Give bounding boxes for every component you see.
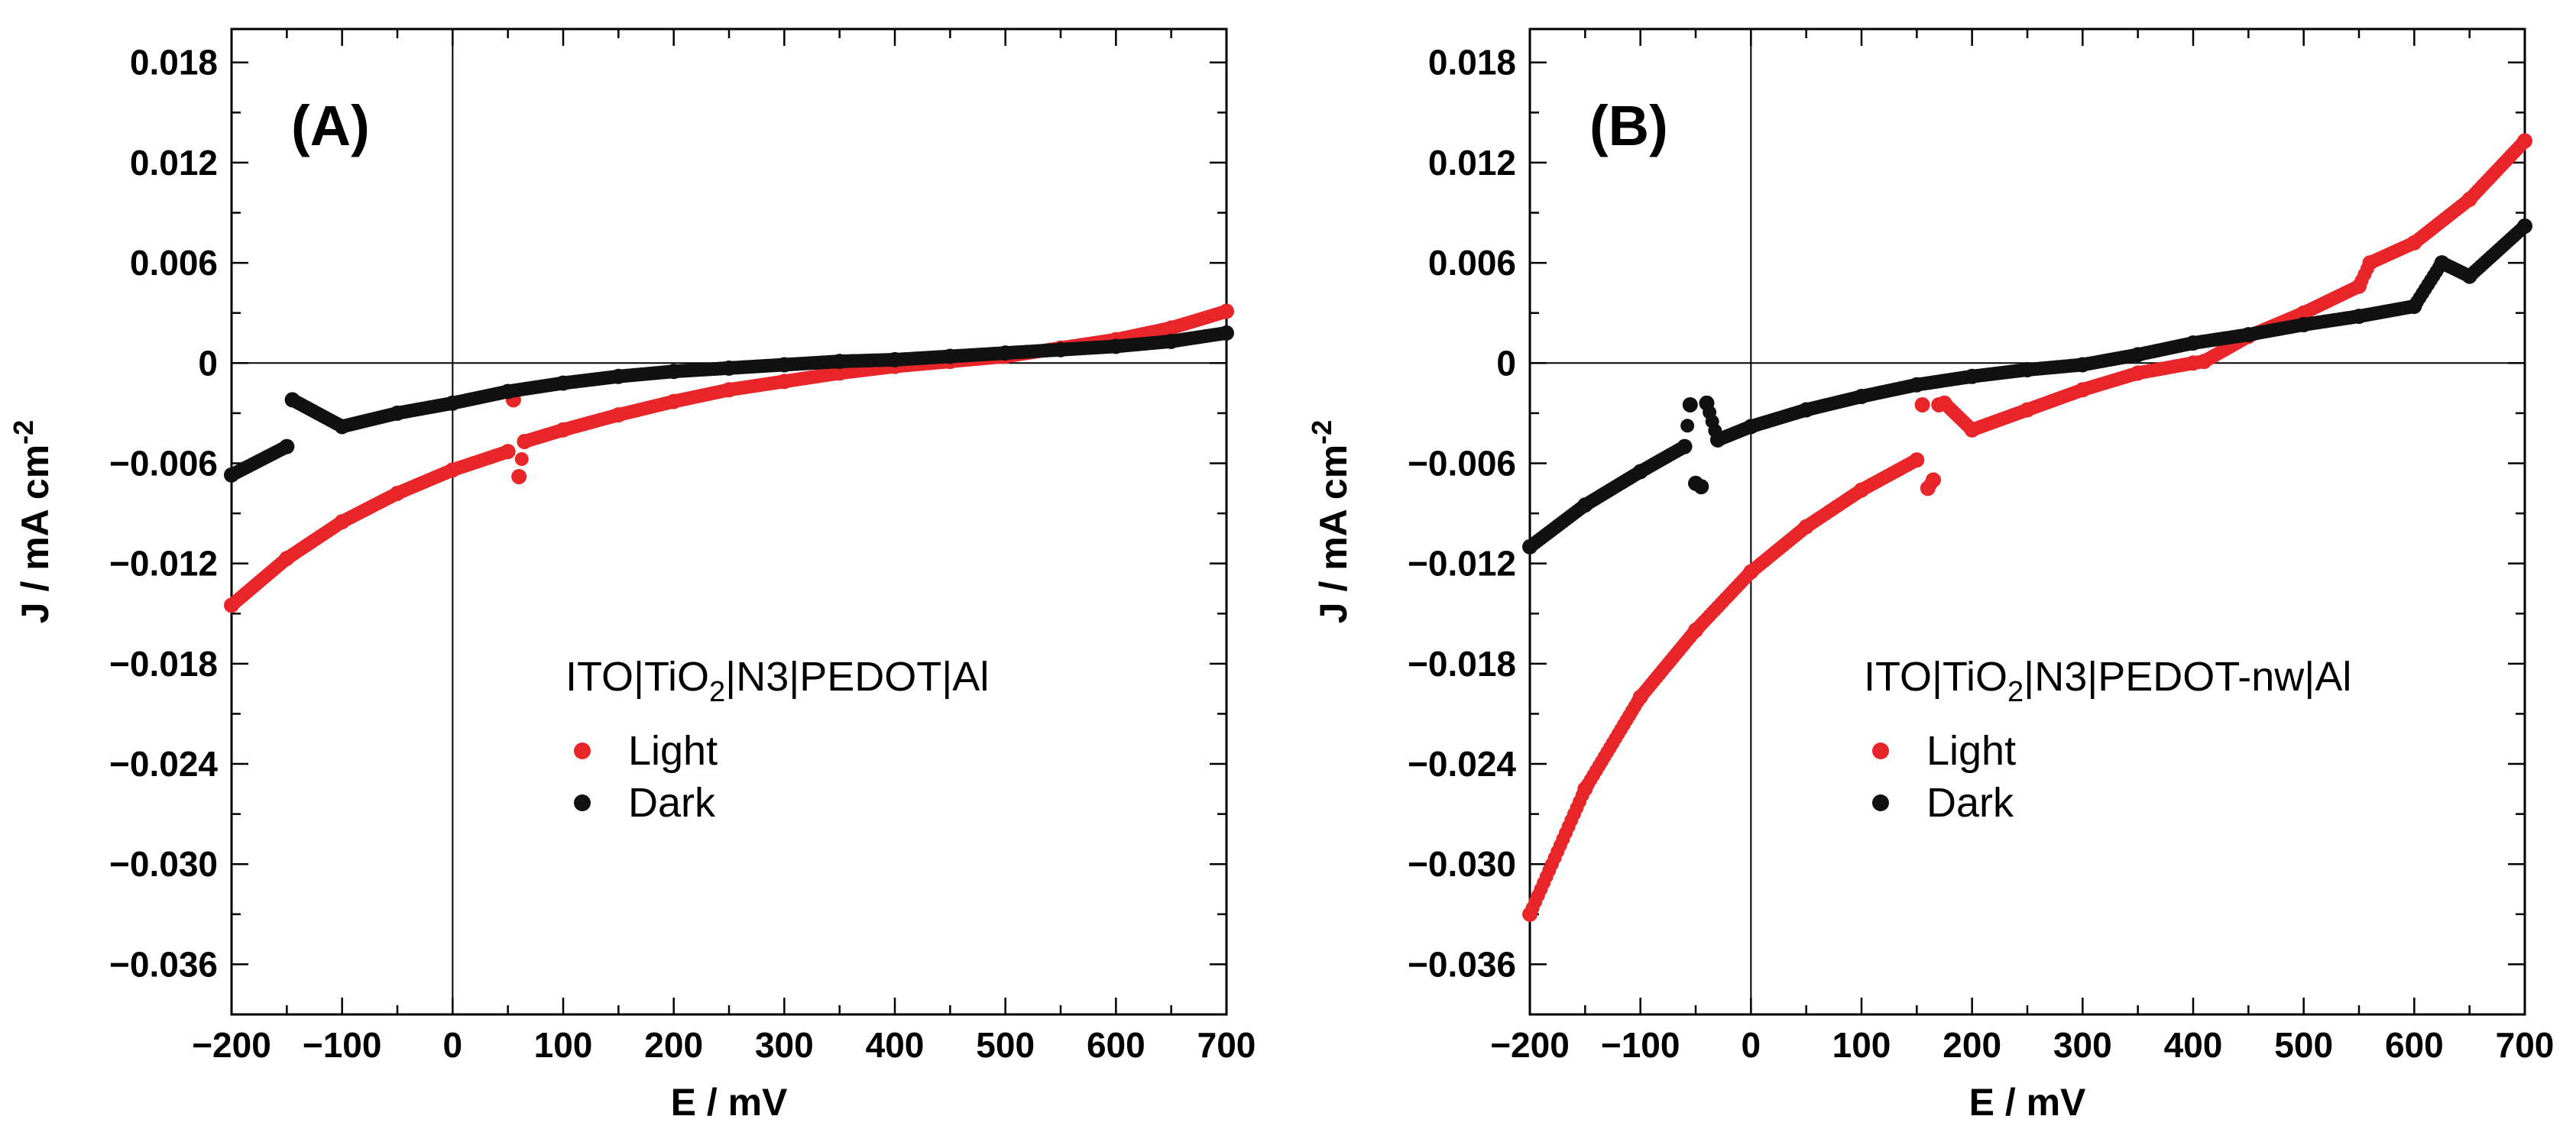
x-tick-label: −200 [1490,1025,1570,1065]
legend-marker-dark [1872,794,1889,811]
y-tick-label: 0.012 [1428,143,1516,183]
x-tick-label: 0 [1742,1025,1761,1065]
data-point [1677,438,1693,455]
y-tick-label: −0.006 [109,443,218,483]
x-tick-label: 400 [866,1025,925,1065]
data-point [511,468,527,484]
y-tick-label: 0.018 [1428,43,1516,82]
y-axis-title: J / mA cm-2 [8,420,57,623]
legend-label-light: Light [1926,728,2016,774]
data-point [1909,452,1925,468]
y-tick-label: −0.018 [109,644,218,684]
x-tick-label: 600 [1087,1025,1145,1065]
y-tick-label: −0.036 [109,944,218,984]
chart-panel-2: −200 −100 0 100 200 300 400 500 600 700 0.018 0.012… [1306,27,2555,1124]
panel-label: (A) [291,94,370,157]
series-light [224,303,1234,613]
data-point [1682,396,1698,412]
legend-title-subscript: 2 [709,676,725,708]
data-point [279,438,295,455]
data-point [514,452,529,467]
x-tick-label: 500 [2274,1025,2333,1065]
x-tick-label: −100 [1601,1025,1680,1065]
legend-title: ITO|TiO2|N3|PEDOT|Al [565,654,989,708]
data-point [2517,133,2532,149]
legend-marker-light [574,742,591,759]
legend-title-part: |N3|PEDOT-nw|Al [2024,654,2351,700]
y-tick-label: 0 [198,343,218,383]
legend-title-part: ITO|TiO [565,654,709,700]
x-tick-label: 300 [2053,1025,2112,1065]
legend-title-part: |N3|PEDOT|Al [725,654,989,700]
x-tick-label: 600 [2385,1025,2444,1065]
x-tick-label: 200 [644,1025,703,1065]
legend-marker-dark [574,794,591,811]
y-axis-title-main: J / mA cm [1312,445,1355,623]
x-axis-title: E / mV [671,1081,788,1124]
y-tick-label: 0.006 [130,243,218,283]
x-tick-label: 100 [1832,1025,1891,1065]
legend-title-part: ITO|TiO [1864,654,2007,700]
x-axis-title: E / mV [1969,1081,2086,1124]
x-tick-label: −100 [303,1025,382,1065]
data-point [1219,325,1234,341]
x-tick-label: 400 [2164,1025,2223,1065]
y-tick-label: −0.024 [1408,744,1516,784]
panel-label: (B) [1589,94,1668,157]
y-tick-label: −0.006 [1408,443,1516,483]
data-point [1219,303,1234,319]
legend-label-dark: Dark [628,780,716,826]
y-tick-label: 0.018 [130,43,218,82]
y-tick-label: 0.006 [1428,243,1516,283]
x-tick-label: 200 [1943,1025,2001,1065]
y-tick-label: −0.012 [109,544,218,584]
y-tick-label: −0.018 [1408,644,1516,684]
legend-marker-light [1872,742,1889,759]
data-point [500,444,516,460]
series-light [1522,133,2532,922]
y-tick-label: −0.030 [109,844,218,884]
y-tick-label: −0.024 [109,744,218,784]
y-tick-label: 0 [1496,343,1516,383]
series-dark [1522,218,2532,555]
y-tick-label: −0.036 [1408,944,1516,984]
y-tick-label: −0.030 [1408,844,1516,884]
y-axis-title: J / mA cm-2 [1306,420,1355,623]
x-tick-label: −200 [192,1025,271,1065]
y-axis-title-superscript: -2 [1306,420,1337,445]
y-tick-label: 0.012 [130,143,218,183]
y-axis-title-main: J / mA cm [14,445,57,623]
chart-panel-1: −200 −100 0 100 200 300 400 500 600 700 0.018 0.012… [8,27,1256,1124]
legend-title: ITO|TiO2|N3|PEDOT-nw|Al [1864,654,2351,708]
x-tick-label: 500 [976,1025,1035,1065]
y-tick-label: −0.012 [1408,544,1516,584]
legend-title-subscript: 2 [2007,676,2024,708]
data-point [1914,396,1930,412]
data-point [1926,472,1942,488]
x-tick-label: 0 [443,1025,463,1065]
legend-label-dark: Dark [1926,780,2014,826]
x-tick-label: 700 [2496,1025,2555,1065]
data-point [1693,479,1709,495]
x-tick-label: 300 [755,1025,814,1065]
x-tick-label: 100 [534,1025,593,1065]
data-point [2517,218,2532,234]
legend-label-light: Light [628,728,718,774]
data-point [1680,419,1695,433]
series-dark [224,325,1234,483]
x-tick-label: 700 [1197,1025,1256,1065]
y-axis-title-superscript: -2 [8,420,39,445]
